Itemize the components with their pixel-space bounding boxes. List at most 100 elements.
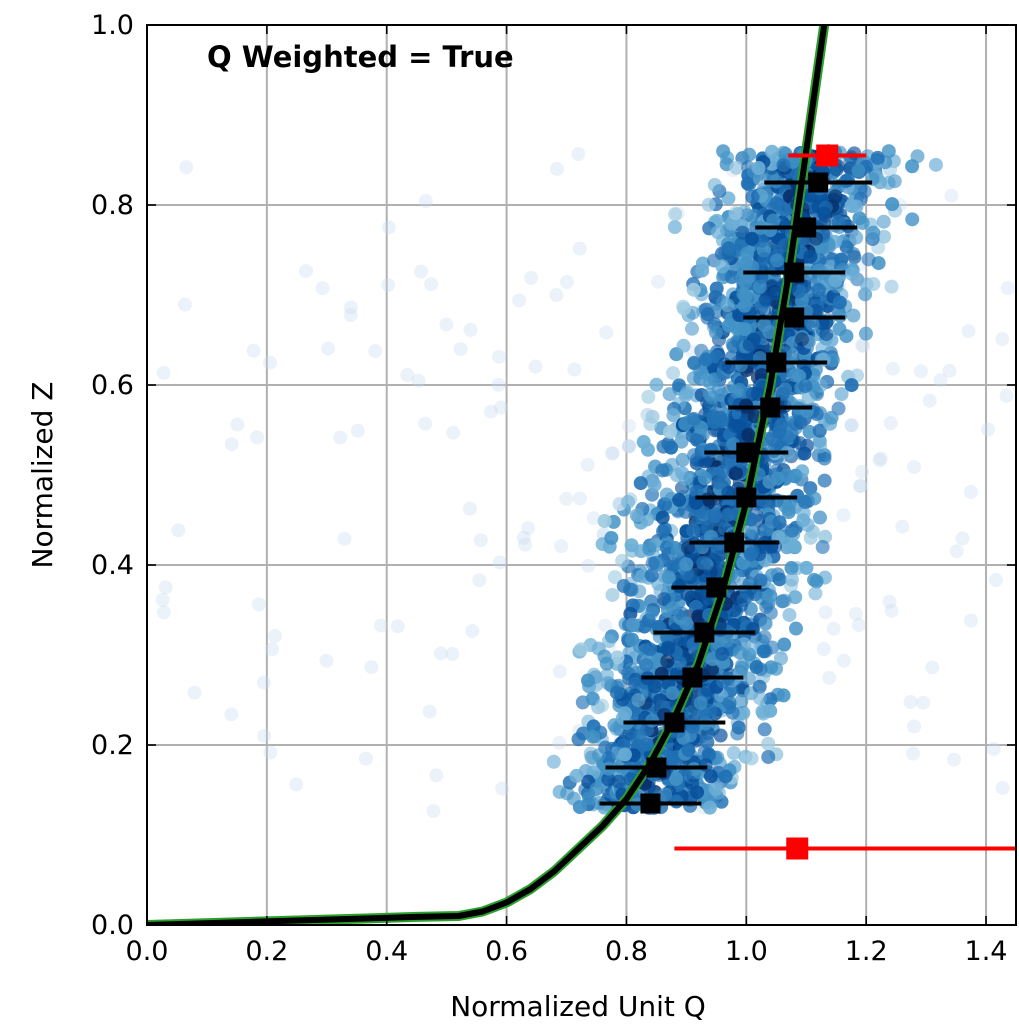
scatter-point bbox=[491, 377, 506, 392]
scatter-point bbox=[849, 230, 864, 245]
scatter-point bbox=[607, 570, 622, 585]
binned-mean-marker bbox=[724, 532, 745, 553]
scatter-point bbox=[621, 439, 636, 454]
scatter-point bbox=[680, 587, 695, 602]
scatter-point bbox=[814, 352, 829, 367]
scatter-point bbox=[368, 344, 383, 359]
scatter-point bbox=[707, 177, 722, 192]
scatter-point bbox=[567, 362, 582, 377]
scatter-point bbox=[772, 572, 787, 587]
scatter-point bbox=[572, 241, 587, 256]
scatter-point bbox=[426, 804, 441, 819]
scatter-point bbox=[549, 161, 564, 176]
scatter-points bbox=[155, 144, 1015, 819]
scatter-point bbox=[745, 259, 760, 274]
scatter-point bbox=[337, 531, 352, 546]
scatter-point bbox=[602, 633, 617, 648]
scatter-point bbox=[777, 637, 792, 652]
scatter-point bbox=[846, 308, 861, 323]
scatter-point bbox=[595, 698, 610, 713]
scatter-point bbox=[955, 531, 970, 546]
scatter-point bbox=[944, 188, 959, 203]
scatter-point bbox=[964, 613, 979, 628]
scatter-point bbox=[866, 277, 881, 292]
scatter-point bbox=[737, 298, 752, 313]
scatter-point bbox=[866, 225, 881, 240]
scatter-point bbox=[661, 570, 676, 585]
scatter-point bbox=[707, 509, 722, 524]
scatter-point bbox=[599, 325, 614, 340]
scatter-point bbox=[694, 445, 709, 460]
binned-mean-marker bbox=[796, 217, 817, 238]
scatter-point bbox=[257, 728, 272, 743]
scatter-point bbox=[643, 642, 658, 657]
scatter-point bbox=[703, 769, 718, 784]
scatter-point bbox=[694, 365, 709, 380]
scatter-point bbox=[655, 463, 670, 478]
scatter-point bbox=[757, 629, 772, 644]
scatter-point bbox=[697, 471, 712, 486]
scatter-point bbox=[687, 411, 702, 426]
scatter-point bbox=[856, 338, 871, 353]
scatter-point bbox=[343, 300, 358, 315]
scatter-point bbox=[573, 642, 588, 657]
scatter-point bbox=[597, 514, 612, 529]
scatter-point bbox=[762, 325, 777, 340]
scatter-point bbox=[659, 487, 674, 502]
scatter-point bbox=[569, 768, 584, 783]
scatter-point bbox=[492, 349, 507, 364]
scatter-point bbox=[816, 642, 831, 657]
scatter-point bbox=[662, 387, 677, 402]
scatter-point bbox=[625, 617, 640, 632]
scatter-point bbox=[885, 361, 900, 376]
scatter-point bbox=[549, 288, 564, 303]
scatter-point bbox=[807, 572, 822, 587]
scatter-point bbox=[685, 321, 700, 336]
scatter-point bbox=[724, 270, 739, 285]
scatter-point bbox=[815, 540, 830, 555]
top-marker bbox=[816, 144, 839, 167]
scatter-point bbox=[666, 601, 681, 616]
scatter-point bbox=[177, 297, 192, 312]
binned-mean-marker bbox=[736, 442, 757, 463]
scatter-point bbox=[844, 378, 859, 393]
y-tick-label: 0.0 bbox=[91, 910, 134, 941]
scatter-point bbox=[844, 266, 859, 281]
scatter-point bbox=[708, 781, 723, 796]
scatter-point bbox=[411, 373, 426, 388]
scatter-point bbox=[714, 414, 729, 429]
scatter-point bbox=[779, 468, 794, 483]
binned-mean-marker bbox=[736, 487, 757, 508]
scatter-point bbox=[691, 609, 706, 624]
scatter-point bbox=[546, 754, 561, 769]
scatter-point bbox=[855, 215, 870, 230]
scatter-point bbox=[660, 654, 675, 669]
scatter-point bbox=[885, 197, 900, 212]
scatter-point bbox=[639, 737, 654, 752]
y-axis-label: Normalized Z bbox=[26, 382, 59, 569]
scatter-point bbox=[422, 704, 437, 719]
scatter-point bbox=[262, 355, 277, 370]
scatter-point bbox=[631, 693, 646, 708]
scatter-point bbox=[528, 359, 543, 374]
scatter-point bbox=[265, 642, 280, 657]
scatter-point bbox=[621, 494, 636, 509]
scatter-point bbox=[670, 544, 685, 559]
scatter-point bbox=[766, 213, 781, 228]
scatter-point bbox=[834, 387, 849, 402]
scatter-point bbox=[289, 777, 304, 792]
scatter-point bbox=[802, 424, 817, 439]
scatter-point bbox=[795, 332, 810, 347]
scatter-point bbox=[741, 176, 756, 191]
scatter-point bbox=[657, 592, 672, 607]
x-tick-label: 0.0 bbox=[126, 936, 169, 967]
scatter-point bbox=[692, 586, 707, 601]
y-tick-label: 0.6 bbox=[91, 370, 134, 401]
scatter-point bbox=[995, 332, 1010, 347]
scatter-point bbox=[988, 573, 1003, 588]
scatter-point bbox=[681, 743, 696, 758]
scatter-point bbox=[715, 259, 730, 274]
scatter-point bbox=[601, 676, 616, 691]
scatter-point bbox=[788, 590, 803, 605]
scatter-point bbox=[700, 682, 715, 697]
